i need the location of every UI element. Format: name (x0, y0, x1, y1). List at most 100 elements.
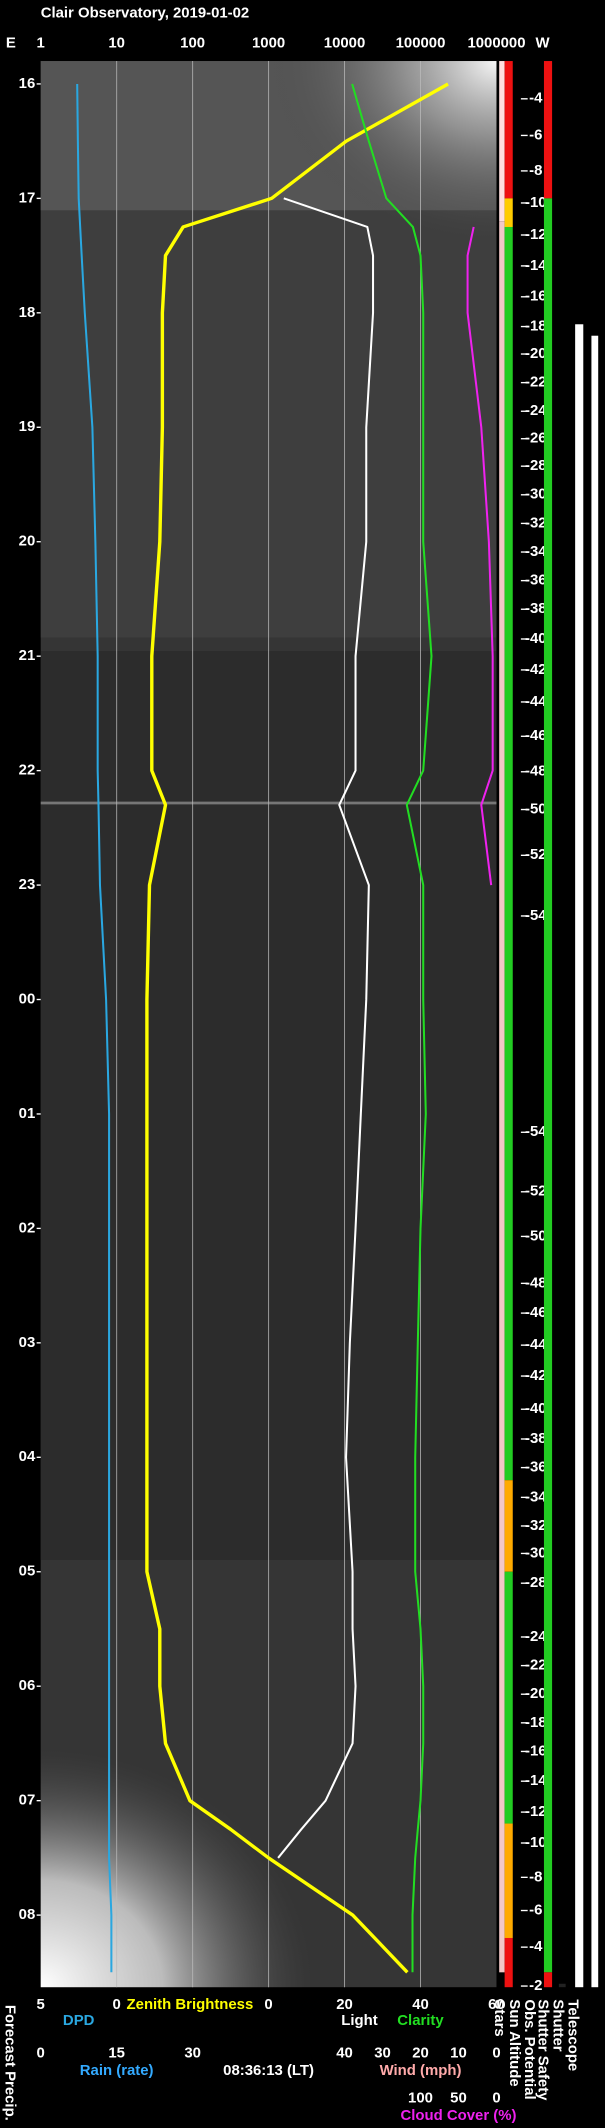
altitude-label: -48 (525, 763, 547, 780)
bottom-tick-label: 15 (108, 2045, 125, 2062)
bottom-tick-label: 0 (264, 1996, 272, 2013)
altitude-label: -14 (525, 1772, 547, 1789)
bottom-tick-label: 50 (450, 2089, 467, 2106)
chart-title: Clair Observatory, 2019-01-02 (41, 5, 250, 22)
altitude-label: -52 (525, 1183, 547, 1200)
altitude-label: -10 (525, 1834, 547, 1851)
altitude-label: -4 (529, 1938, 543, 1955)
altitude-label: -24 (525, 402, 547, 419)
altitude-label: -6 (529, 126, 542, 143)
x-tick-label: 1000 (252, 34, 285, 51)
bottom-tick-label: 20 (336, 1996, 353, 2013)
altitude-label: -54 (525, 907, 547, 924)
bottom-tick-label: 0 (492, 2045, 500, 2062)
bottom-tick-label: 0 (113, 1996, 121, 2013)
status-label: Sun Altitude (506, 1999, 523, 2086)
status-label: Stars (491, 1999, 508, 2036)
axis-title: Rain (rate) (80, 2062, 154, 2079)
status-label: Telescope (564, 1999, 581, 2071)
altitude-label: -40 (525, 1400, 547, 1417)
timestamp: 08:36:13 (LT) (223, 2062, 314, 2079)
status-segment (591, 335, 599, 1988)
status-segment (504, 226, 513, 1481)
y-tick-label: 04 (19, 1448, 36, 1465)
x-tick-label: 1 (37, 34, 45, 51)
altitude-label: -12 (525, 226, 547, 243)
bottom-tick-label: 0 (492, 2089, 500, 2106)
altitude-label: -18 (525, 1714, 547, 1731)
series-line (351, 83, 433, 1973)
y-tick-label: 02 (19, 1219, 36, 1236)
altitude-label: -36 (525, 572, 547, 589)
altitude-label: -40 (525, 630, 547, 647)
altitude-label: -16 (525, 1742, 547, 1759)
altitude-label: -18 (525, 317, 547, 334)
bottom-tick-label: 20 (412, 2045, 429, 2062)
altitude-label: -42 (525, 661, 547, 678)
bottom-tick-label: 100 (408, 2089, 433, 2106)
altitude-label: -52 (525, 846, 547, 863)
altitude-label: -34 (525, 543, 547, 560)
altitude-label: -28 (525, 1574, 547, 1591)
series-label: Zenith Brightness (127, 1996, 254, 2013)
bottom-tick-label: 0 (37, 2045, 45, 2062)
y-tick-label: 07 (19, 1792, 36, 1809)
east-label: E (6, 34, 16, 51)
bottom-tick-label: 60 (488, 1996, 505, 2013)
series-label: Clarity (397, 2012, 444, 2029)
y-tick-label: 06 (19, 1677, 36, 1694)
altitude-label: -8 (529, 162, 542, 179)
y-tick-label: 17 (19, 189, 36, 206)
status-label: Obs. Potential (521, 1999, 538, 2099)
altitude-label: -22 (525, 1657, 547, 1674)
altitude-label: -38 (525, 1430, 547, 1447)
status-segment (543, 61, 553, 199)
altitude-label: -2 (529, 1977, 542, 1994)
x-tick-label: 1000000 (467, 34, 525, 51)
y-tick-label: 01 (19, 1105, 36, 1122)
altitude-label: -32 (525, 1517, 547, 1534)
status-label: Shutter Safety (535, 1999, 552, 2101)
y-tick-label: 20 (19, 533, 36, 550)
x-tick-label: 100000 (396, 34, 446, 51)
series-line (277, 197, 375, 1859)
y-tick-label: 18 (19, 304, 36, 321)
status-segment (504, 1571, 513, 1824)
altitude-label: -6 (529, 1901, 542, 1918)
altitude-label: -44 (525, 1336, 547, 1353)
altitude-label: -16 (525, 288, 547, 305)
altitude-label: -28 (525, 457, 547, 474)
x-tick-label: 10 (108, 34, 125, 51)
altitude-label: -22 (525, 374, 547, 391)
status-segment (543, 198, 553, 1973)
x-tick-label: 100 (180, 34, 205, 51)
bottom-tick-label: 30 (184, 2045, 201, 2062)
status-label: Shutter (550, 1999, 567, 2051)
altitude-label: -26 (525, 430, 547, 447)
series-label: Cloud Cover (%) (401, 2107, 517, 2124)
altitude-label: -32 (525, 514, 547, 531)
series-label: DPD (63, 2012, 95, 2029)
y-tick-label: 16 (19, 75, 36, 92)
altitude-label: -4 (529, 90, 543, 107)
y-tick-label: 08 (19, 1906, 36, 1923)
y-tick-label: 05 (19, 1563, 36, 1580)
bottom-tick-label: 40 (336, 2045, 353, 2062)
altitude-label: -30 (525, 1544, 547, 1561)
altitude-label: -50 (525, 800, 547, 817)
altitude-label: -44 (525, 693, 547, 710)
west-label: W (536, 34, 551, 51)
status-segment (558, 1983, 566, 1988)
status-segment (504, 61, 513, 199)
status-segment (543, 1972, 553, 1988)
altitude-label: -12 (525, 1803, 547, 1820)
altitude-label: -46 (525, 1304, 547, 1321)
status-segment (504, 1480, 513, 1572)
altitude-label: -38 (525, 600, 547, 617)
y-tick-label: 22 (19, 762, 36, 779)
y-tick-label: 21 (19, 647, 36, 664)
status-segment (575, 324, 584, 1988)
altitude-label: -8 (529, 1868, 542, 1885)
altitude-label: -10 (525, 194, 547, 211)
